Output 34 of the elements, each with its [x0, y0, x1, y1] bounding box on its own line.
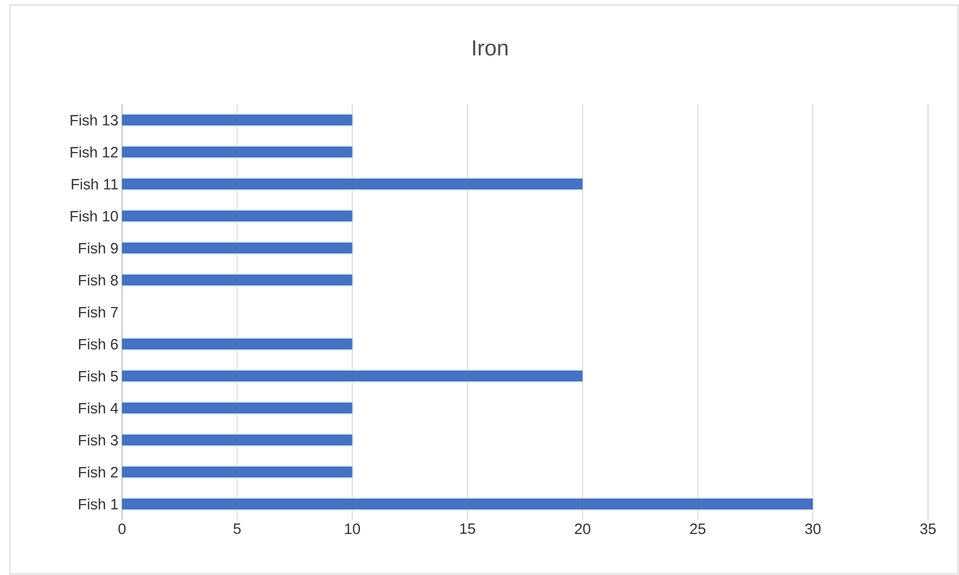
bar — [122, 370, 583, 382]
y-tick-label: Fish 8 — [79, 274, 118, 286]
x-tick-label: 25 — [690, 524, 706, 534]
bar — [122, 242, 352, 254]
bar — [122, 434, 352, 446]
y-tick-label: Fish 12 — [70, 146, 118, 158]
bar — [122, 210, 352, 222]
bar — [122, 338, 352, 350]
y-tick-label: Fish 3 — [79, 434, 118, 446]
x-tick-label: 10 — [345, 524, 360, 534]
y-tick-label: Fish 7 — [79, 306, 118, 318]
x-tick-label: 35 — [920, 524, 936, 534]
y-tick-label: Fish 6 — [79, 338, 118, 350]
x-tick-label: 15 — [460, 524, 476, 534]
bar — [122, 178, 583, 190]
bar — [122, 114, 352, 126]
bar — [122, 402, 352, 414]
x-tick-label: 0 — [118, 524, 126, 534]
y-tick-label: Fish 1 — [79, 498, 118, 510]
y-tick-label: Fish 13 — [70, 114, 118, 126]
y-tick-label: Fish 2 — [79, 466, 118, 478]
bar — [122, 498, 813, 510]
bar — [122, 274, 352, 286]
y-tick-label: Fish 4 — [79, 402, 118, 414]
y-tick-label: Fish 9 — [79, 242, 118, 254]
bar — [122, 146, 352, 158]
x-tick-label: 30 — [805, 524, 821, 534]
y-tick-label: Fish 10 — [70, 210, 118, 222]
x-tick-label: 20 — [575, 524, 590, 534]
bar — [122, 466, 352, 478]
y-tick-label: Fish 5 — [79, 370, 118, 382]
x-tick-label: 5 — [234, 524, 241, 534]
y-tick-label: Fish 11 — [72, 178, 118, 190]
chart-title: Iron — [473, 40, 508, 56]
